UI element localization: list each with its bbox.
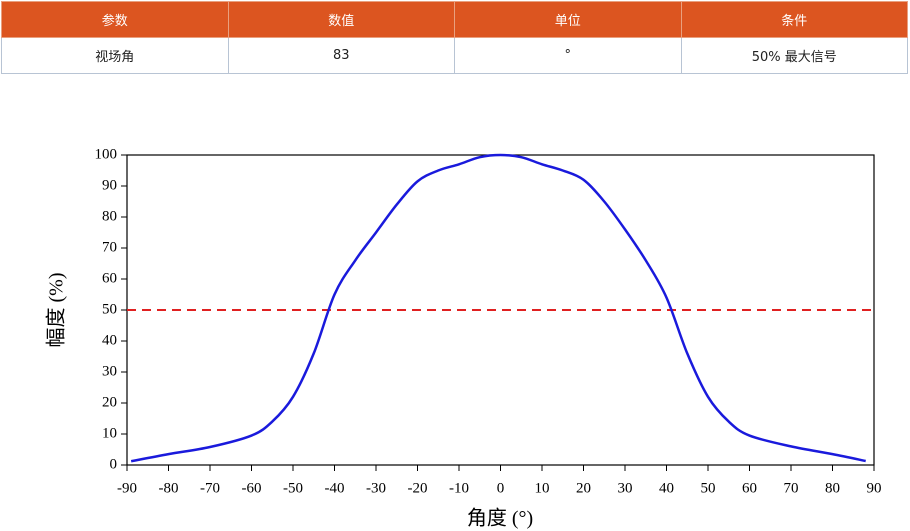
y-tick-label: 90 <box>102 177 117 193</box>
header-cell: 条件 <box>680 1 908 38</box>
x-tick-label: -30 <box>366 480 386 496</box>
spec-table: 参数 数值 单位 条件 视场角 83 ° 50% 最大信号 <box>1 1 908 74</box>
y-tick-label: 60 <box>102 270 117 286</box>
y-tick-label: 10 <box>102 425 117 441</box>
y-tick-label: 30 <box>102 363 117 379</box>
x-tick-label: -80 <box>159 480 179 496</box>
header-row: 参数 数值 单位 条件 <box>1 1 908 38</box>
y-tick-label: 40 <box>102 332 117 348</box>
curve <box>130 153 866 463</box>
y-tick-label: 70 <box>102 239 117 255</box>
cell: 视场角 <box>1 37 229 74</box>
x-tick-label: -60 <box>242 480 262 496</box>
cell: ° <box>454 37 682 74</box>
x-tick-label: 60 <box>742 480 757 496</box>
y-tick-label: 20 <box>102 394 117 410</box>
x-tick-label: -20 <box>408 480 428 496</box>
x-tick-label: -10 <box>449 480 469 496</box>
header-cell: 参数 <box>1 1 229 38</box>
cell: 83 <box>227 37 455 74</box>
y-axis-title: 幅度 (%) <box>45 273 68 348</box>
x-tick-label: -40 <box>325 480 345 496</box>
x-tick-label: 30 <box>618 480 633 496</box>
data-row: 视场角 83 ° 50% 最大信号 <box>1 37 908 74</box>
x-tick-label: 50 <box>701 480 716 496</box>
x-tick-label: -70 <box>200 480 220 496</box>
x-tick-label: 80 <box>825 480 840 496</box>
x-tick-label: 40 <box>659 480 674 496</box>
cell: 50% 最大信号 <box>680 37 908 74</box>
x-tick-label: 10 <box>535 480 550 496</box>
x-tick-label: -90 <box>117 480 137 496</box>
x-tick-label: -50 <box>283 480 303 496</box>
y-tick-label: 80 <box>102 208 117 224</box>
y-tick-label: 0 <box>110 456 118 472</box>
x-tick-label: 20 <box>576 480 591 496</box>
x-tick-label: 0 <box>497 480 505 496</box>
x-tick-label: 70 <box>784 480 799 496</box>
y-tick-label: 100 <box>95 146 118 162</box>
x-tick-label: 90 <box>867 480 882 496</box>
y-tick-label: 50 <box>102 301 117 317</box>
x-axis-title: 角度 (°) <box>467 507 533 530</box>
